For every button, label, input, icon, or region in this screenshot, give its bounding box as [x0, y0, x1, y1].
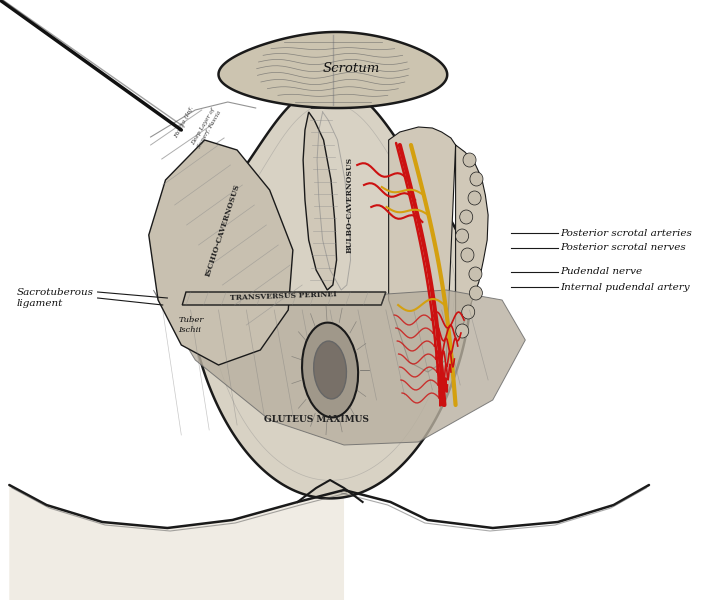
Circle shape — [456, 324, 469, 338]
Polygon shape — [188, 85, 472, 499]
Circle shape — [459, 210, 473, 224]
Circle shape — [469, 286, 482, 300]
Polygon shape — [303, 112, 336, 290]
Circle shape — [462, 305, 475, 319]
Polygon shape — [307, 80, 324, 108]
Circle shape — [456, 229, 469, 243]
Text: Pudendal nerve: Pudendal nerve — [560, 268, 642, 277]
Polygon shape — [331, 80, 346, 108]
Text: GLUTEUS MAXIMUS: GLUTEUS MAXIMUS — [263, 415, 369, 425]
Circle shape — [468, 191, 481, 205]
Text: Sacrotuberous
ligament: Sacrotuberous ligament — [17, 289, 93, 308]
Circle shape — [469, 267, 482, 281]
Circle shape — [470, 172, 483, 186]
Text: Deep Layer of
Superf. Fascia: Deep Layer of Superf. Fascia — [191, 107, 222, 149]
Ellipse shape — [302, 323, 358, 418]
Text: TRANSVERSUS PERINEI: TRANSVERSUS PERINEI — [230, 290, 337, 302]
Polygon shape — [219, 32, 447, 108]
Text: Fascia (Inf.: Fascia (Inf. — [173, 105, 195, 139]
Text: Posterior scrotal nerves: Posterior scrotal nerves — [560, 244, 685, 253]
Text: Posterior scrotal arteries: Posterior scrotal arteries — [560, 229, 692, 238]
Text: ISCHIO-CAVERNOSUS: ISCHIO-CAVERNOSUS — [205, 182, 242, 277]
Polygon shape — [154, 290, 525, 445]
Polygon shape — [149, 140, 293, 365]
Text: Tuber
Ischii: Tuber Ischii — [178, 316, 204, 334]
Text: Internal pudendal artery: Internal pudendal artery — [560, 283, 690, 292]
Text: BULBO-CAVERNOSUS: BULBO-CAVERNOSUS — [346, 157, 353, 253]
Text: Scrotum: Scrotum — [323, 61, 380, 74]
Circle shape — [463, 153, 476, 167]
Polygon shape — [182, 292, 386, 305]
Circle shape — [461, 248, 474, 262]
Ellipse shape — [314, 341, 346, 399]
Polygon shape — [389, 127, 488, 372]
Polygon shape — [9, 485, 344, 600]
